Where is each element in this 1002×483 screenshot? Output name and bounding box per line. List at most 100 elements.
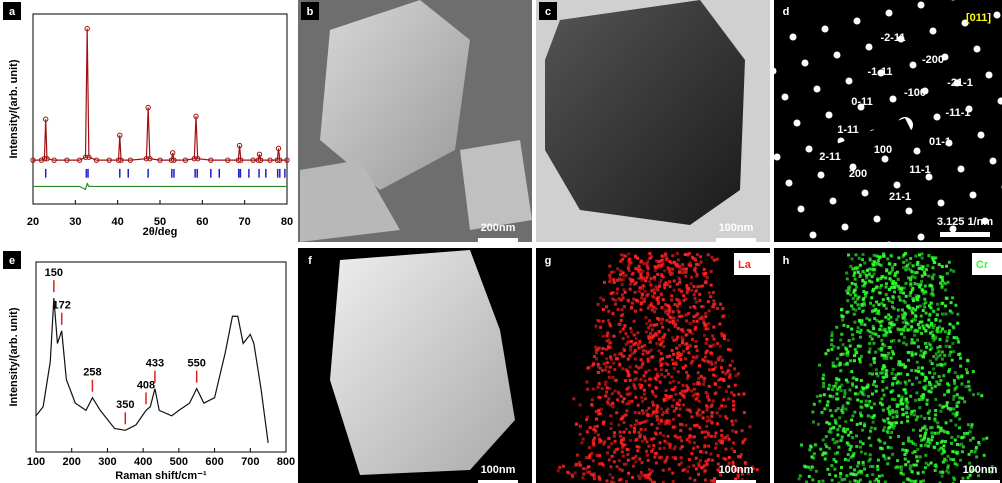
eds-pixel <box>667 373 670 376</box>
eds-pixel <box>845 474 848 477</box>
eds-pixel <box>804 465 807 468</box>
eds-pixel <box>647 274 650 277</box>
eds-pixel <box>846 428 849 431</box>
eds-pixel <box>647 407 650 410</box>
eds-pixel <box>619 260 622 263</box>
eds-pixel <box>658 456 661 459</box>
eds-pixel <box>681 423 684 426</box>
scale-bar <box>940 232 990 237</box>
eds-pixel <box>648 369 651 372</box>
eds-pixel <box>904 301 907 304</box>
eds-pixel <box>595 418 598 421</box>
spot-index: -1-11 <box>867 66 892 78</box>
eds-pixel <box>695 301 698 304</box>
eds-pixel <box>687 351 690 354</box>
diffraction-spot <box>854 18 861 25</box>
eds-pixel <box>695 345 698 348</box>
spot-index: 2-11 <box>819 151 840 163</box>
eds-pixel <box>704 315 707 318</box>
peak-label: 550 <box>188 358 206 370</box>
eds-pixel <box>840 308 843 311</box>
eds-pixel <box>919 455 922 458</box>
eds-pixel <box>829 395 832 398</box>
eds-pixel <box>611 455 614 458</box>
y-axis-label: Intensity/(arb. unit) <box>8 307 20 406</box>
eds-pixel <box>931 435 934 438</box>
peak-label: 258 <box>83 367 101 379</box>
eds-pixel <box>654 386 657 389</box>
eds-pixel <box>964 385 967 388</box>
eds-pixel <box>593 355 596 358</box>
spot-index: 21-1 <box>889 191 911 203</box>
eds-pixel <box>926 264 929 267</box>
eds-pixel <box>594 325 597 328</box>
eds-pixel <box>663 333 666 336</box>
eds-pixel <box>699 450 702 453</box>
eds-pixel <box>922 471 925 474</box>
eds-pixel <box>859 331 862 334</box>
eds-pixel <box>977 441 980 444</box>
eds-pixel <box>674 425 677 428</box>
peak-label: 350 <box>116 399 134 411</box>
eds-pixel <box>877 459 880 462</box>
eds-pixel <box>681 271 684 274</box>
eds-pixel <box>915 391 918 394</box>
eds-pixel <box>943 354 946 357</box>
eds-pixel <box>982 438 985 441</box>
eds-pixel <box>697 409 700 412</box>
eds-pixel <box>934 413 937 416</box>
eds-pixel <box>856 298 859 301</box>
diffraction-spot <box>882 156 889 163</box>
eds-pixel <box>904 463 907 466</box>
eds-pixel <box>719 355 722 358</box>
eds-pixel <box>950 436 953 439</box>
eds-pixel <box>602 421 605 424</box>
eds-pixel <box>897 308 900 311</box>
eds-pixel <box>891 398 894 401</box>
eds-pixel <box>665 459 668 462</box>
eds-pixel <box>714 432 717 435</box>
eds-pixel <box>956 393 959 396</box>
eds-pixel <box>862 297 865 300</box>
eds-pixel <box>689 330 692 333</box>
eds-pixel <box>656 273 659 276</box>
eds-pixel <box>872 304 875 307</box>
eds-pixel <box>940 302 943 305</box>
eds-pixel <box>620 308 623 311</box>
eds-pixel <box>705 425 708 428</box>
eds-pixel <box>914 255 917 258</box>
eds-pixel <box>914 318 917 321</box>
eds-pixel <box>983 454 986 457</box>
eds-pixel <box>694 259 697 262</box>
data-line <box>33 29 287 161</box>
eds-pixel <box>874 427 877 430</box>
eds-pixel <box>655 404 658 407</box>
eds-pixel <box>923 417 926 420</box>
eds-pixel <box>910 369 913 372</box>
eds-pixel <box>579 433 582 436</box>
eds-pixel <box>640 292 643 295</box>
eds-pixel <box>648 384 651 387</box>
eds-pixel <box>848 285 851 288</box>
eds-pixel <box>853 321 856 324</box>
eds-pixel <box>627 260 630 263</box>
eds-pixel <box>835 382 838 385</box>
eds-pixel <box>811 411 814 414</box>
eds-pixel <box>682 330 685 333</box>
diffraction-spot <box>770 68 777 75</box>
eds-pixel <box>632 343 635 346</box>
eds-pixel <box>869 335 872 338</box>
eds-pixel <box>969 430 972 433</box>
eds-pixel <box>909 268 912 271</box>
eds-pixel <box>680 456 683 459</box>
eds-pixel <box>724 405 727 408</box>
eds-pixel <box>690 289 693 292</box>
eds-pixel <box>913 413 916 416</box>
eds-pixel <box>948 345 951 348</box>
eds-pixel <box>881 371 884 374</box>
eds-pixel <box>677 370 680 373</box>
eds-pixel <box>693 388 696 391</box>
eds-pixel <box>648 468 651 471</box>
eds-pixel <box>897 435 900 438</box>
eds-pixel <box>947 384 950 387</box>
